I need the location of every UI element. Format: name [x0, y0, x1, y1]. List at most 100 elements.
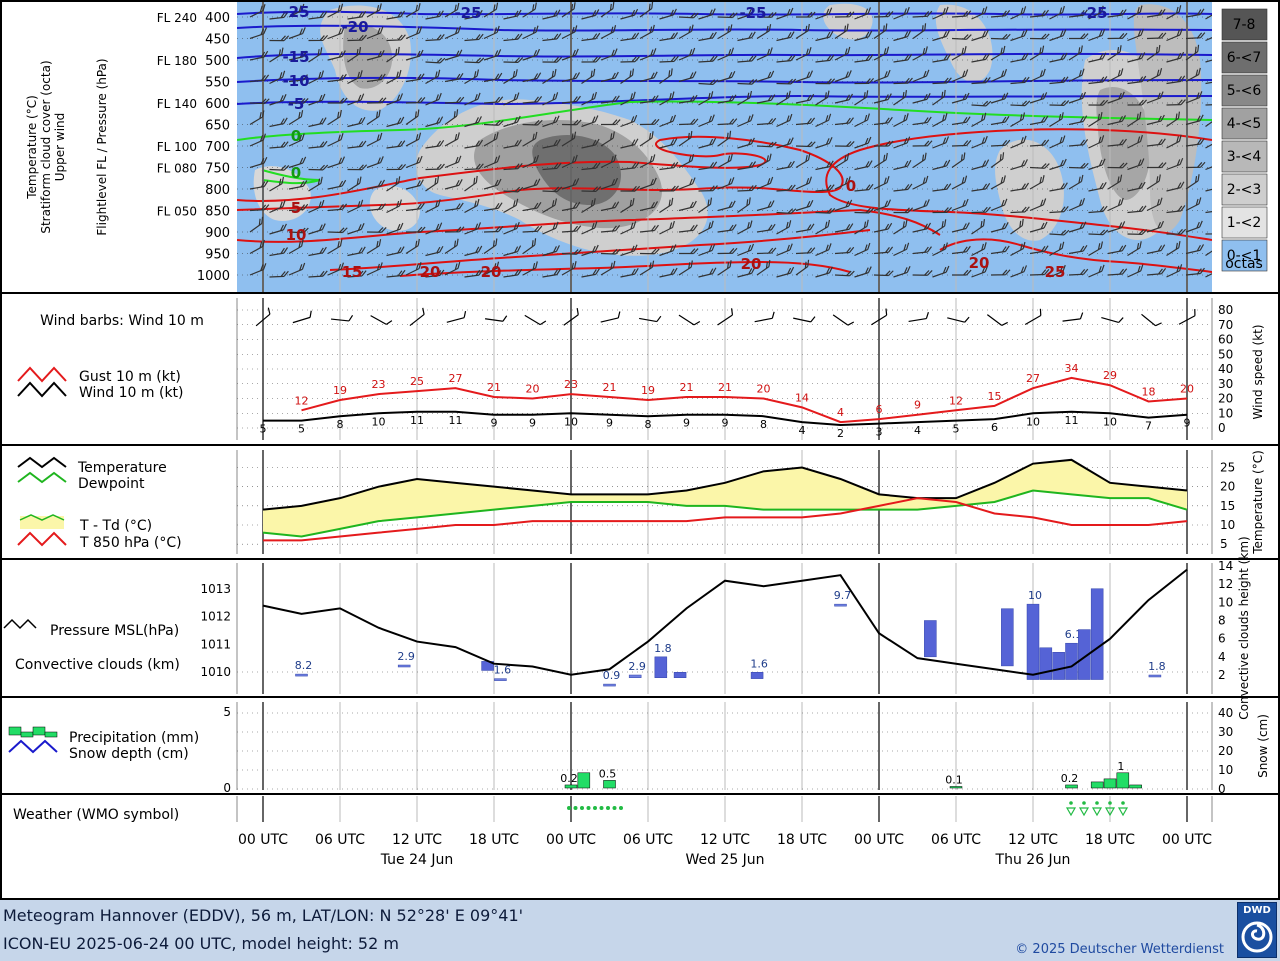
pressure-series: 8.22.91.6 0.92.91.81.69.7 106.11.8 [262, 568, 1188, 687]
wind-barb-shape [464, 269, 484, 278]
wind-barb [737, 8, 755, 20]
wind-barb-shape [366, 226, 387, 233]
wind-barb [990, 245, 1010, 255]
wind-barb-shape [1068, 174, 1084, 190]
wind-barb [581, 221, 598, 235]
wind-barb-shape [1088, 229, 1109, 236]
wind-barb-shape [912, 69, 930, 83]
wind-barb-shape [464, 163, 484, 171]
surface-wind-barb-shape [639, 315, 662, 323]
surface-wind-barb [871, 308, 888, 326]
wind-barb-shape [932, 30, 950, 42]
wind-barb-shape [795, 259, 810, 276]
gust-value-label: 21 [487, 381, 501, 394]
wind-barb [542, 115, 560, 128]
wind-barb-shape [581, 91, 597, 106]
wind-barb [1029, 9, 1049, 18]
wind-barb-shape [1049, 29, 1067, 42]
wind-barb-shape [698, 243, 716, 257]
wind-barb [659, 91, 675, 106]
wind-barb-shape [834, 246, 855, 255]
wind-barb-shape [542, 186, 563, 193]
wind-barb-shape [951, 46, 967, 61]
wind-barb-shape [249, 180, 269, 190]
convective-cloud-label: 9.7 [834, 589, 852, 602]
wind-barb-shape [912, 246, 932, 255]
wind-barb-shape [659, 114, 677, 128]
gust-value-label: 9 [914, 399, 921, 412]
precipitation-bar [1090, 781, 1104, 789]
wind-barb-shape [1068, 139, 1089, 147]
wind-barb-shape [737, 220, 753, 235]
surface-wind-barb [947, 316, 970, 323]
gust-value-label: 21 [718, 381, 732, 394]
wind-barb [971, 53, 990, 63]
wind-barb [405, 49, 424, 61]
wind-barb-shape [678, 177, 696, 190]
wind-barb [269, 117, 288, 128]
wind-barb-shape [366, 179, 386, 190]
wind-barb [1185, 174, 1200, 190]
wind-barb-shape [971, 135, 988, 149]
wind-barb-shape [737, 197, 751, 213]
wind-barb-shape [1068, 9, 1088, 18]
wind-barb [483, 178, 502, 190]
surface-wind-barb [524, 314, 547, 326]
wind-barb-shape [308, 176, 323, 192]
wind-barb [1205, 181, 1212, 192]
wind-barb [464, 69, 480, 85]
wind-barb [639, 131, 654, 147]
wind-barb [873, 152, 888, 169]
wind-barb [932, 77, 952, 85]
wind-barb [659, 114, 677, 128]
wind-value-label: 11 [449, 414, 463, 427]
wind-barb-shape [932, 53, 952, 63]
surface-wind-barb [292, 310, 312, 324]
wind-barb [581, 138, 600, 149]
wind-barb [815, 219, 831, 235]
flight-level-label: FL 080 [157, 162, 197, 176]
wind-barb-shape [776, 184, 796, 192]
convective-cloud-label: 1.8 [654, 642, 672, 655]
upper-wind-barbs [249, 2, 1212, 278]
surface-wind-barb-shape [717, 308, 734, 326]
wind-barb [522, 72, 542, 83]
wind-barb-shape [795, 199, 814, 212]
wind-barb-shape [561, 154, 578, 169]
wind-barb-shape [1049, 100, 1070, 106]
wind-barb-shape [327, 73, 347, 83]
wind-barb [561, 95, 581, 104]
wind-barb-shape [698, 197, 713, 213]
wind-barb [1185, 197, 1202, 212]
wind-barb-shape [1185, 220, 1203, 233]
wind-barb-shape [659, 55, 679, 63]
wind-barb [464, 163, 484, 171]
wind-barb-shape [971, 242, 987, 257]
weather-gridlines [262, 796, 1188, 822]
wind-barb [1068, 162, 1089, 169]
wind-barb-shape [1088, 264, 1105, 278]
wind-barb [639, 95, 659, 104]
wind-barb [639, 154, 656, 169]
wind-barb [1049, 112, 1064, 128]
temperature-label: -25 [454, 4, 481, 22]
temperature-label: 5 [291, 199, 301, 217]
surface-wind-barb-shape [1141, 313, 1162, 327]
wind-barb-shape [912, 140, 933, 147]
shower-symbol [1065, 807, 1077, 817]
wind-barb [366, 109, 381, 125]
wind-barb [600, 248, 621, 255]
wind-barb [1029, 115, 1049, 126]
wind-barb-shape [542, 56, 563, 63]
convective-tick-label: 6 [1218, 632, 1226, 646]
wind-barb [483, 2, 499, 18]
wind-barb-shape [815, 266, 833, 278]
wind-barb-shape [600, 71, 619, 83]
wind-barb [366, 26, 384, 40]
surface-wind-barb-shape [600, 311, 621, 323]
wind-barb-shape [561, 48, 579, 61]
wind-barb [1127, 241, 1142, 257]
wind-barb [990, 175, 1006, 190]
